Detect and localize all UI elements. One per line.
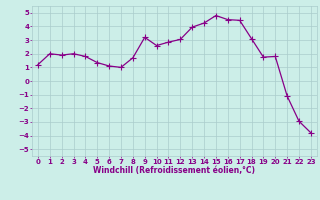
X-axis label: Windchill (Refroidissement éolien,°C): Windchill (Refroidissement éolien,°C): [93, 166, 255, 175]
